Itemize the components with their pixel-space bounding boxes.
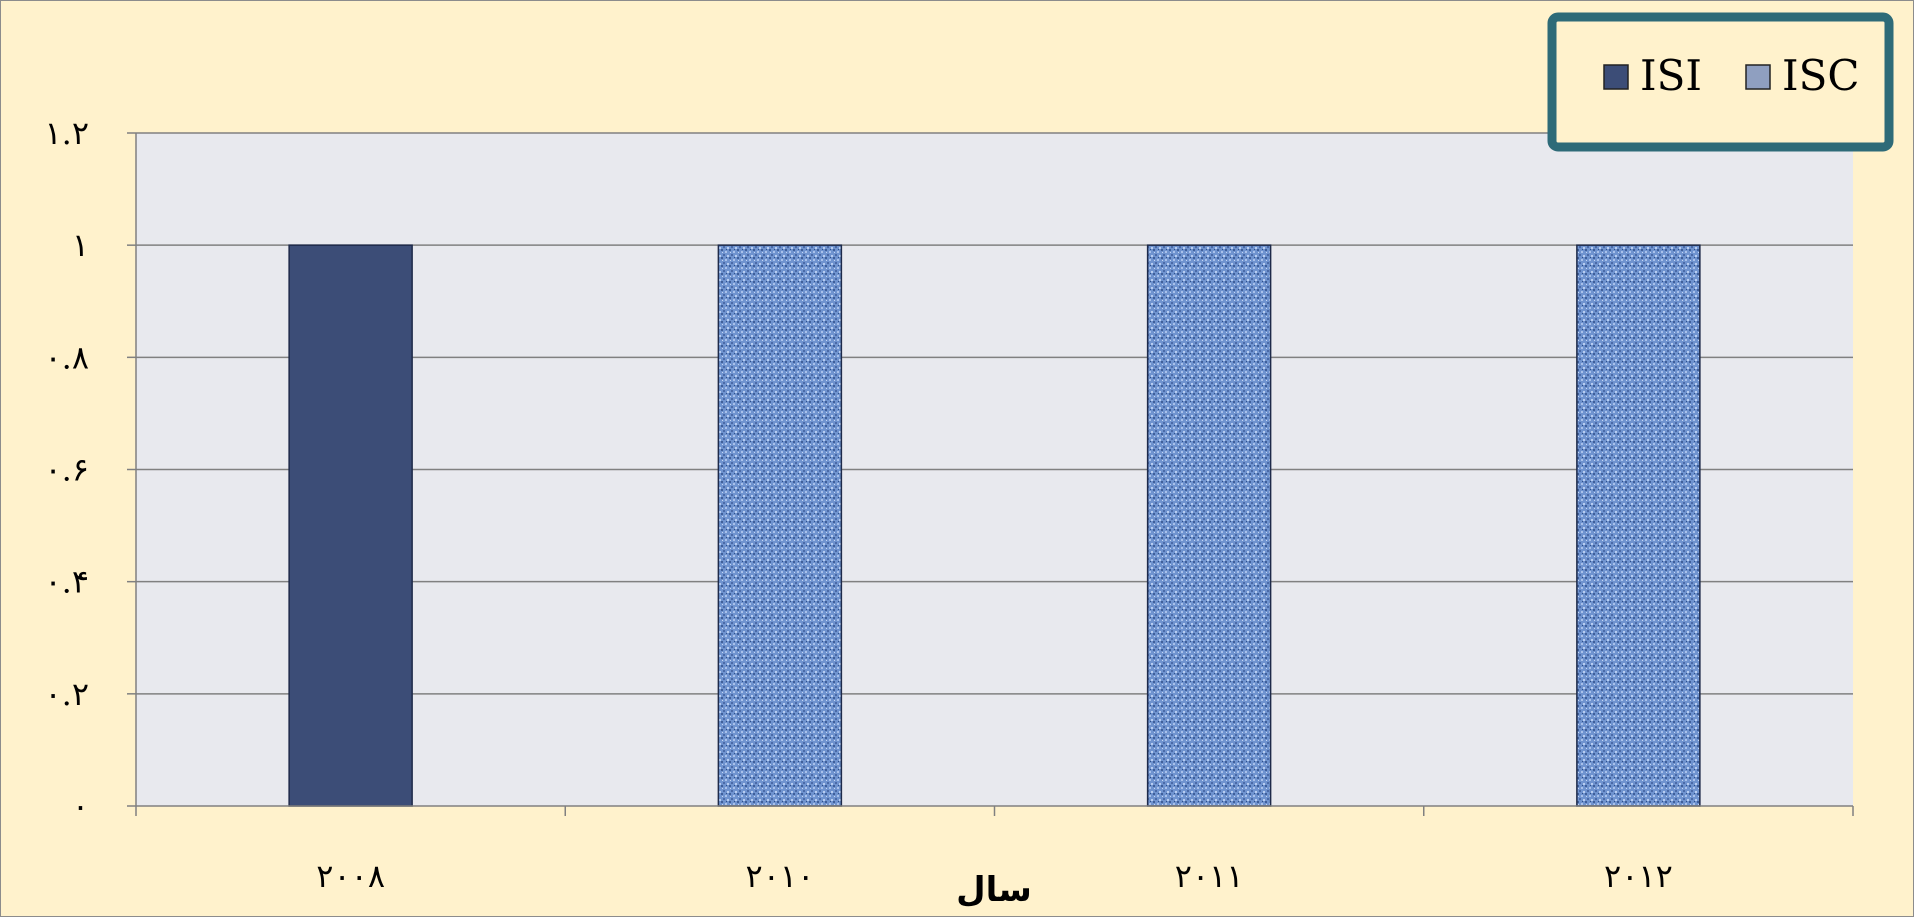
y-tick-label: ۰.۶ — [44, 451, 89, 489]
bar-isc-2 — [1146, 244, 1272, 807]
legend: ISI ISC — [1547, 12, 1894, 152]
legend-label-isi: ISI — [1640, 51, 1702, 100]
bars — [288, 244, 1701, 807]
x-tick-label: ۲۰۰۸ — [316, 857, 385, 895]
legend-box — [1547, 12, 1894, 152]
legend-swatch-isc — [1745, 64, 1771, 90]
x-axis-label: سال — [956, 870, 1032, 910]
legend-swatch-isi — [1603, 64, 1629, 90]
y-tick-label: ۰ — [72, 787, 89, 825]
bar-isi-0 — [288, 244, 413, 807]
y-axis-ticks: ۰ ۰.۲ ۰.۴ ۰.۶ ۰.۸ ۱ ۱.۲ — [44, 114, 136, 825]
y-tick-label: ۱.۲ — [44, 114, 89, 152]
x-tick-label: ۲۰۱۲ — [1604, 857, 1673, 895]
bar-isc-1 — [717, 244, 843, 807]
x-tick-label: ۲۰۱۰ — [746, 857, 815, 895]
x-axis-ticks: ۲۰۰۸ ۲۰۱۰ ۲۰۱۱ ۲۰۱۲ — [135, 806, 1854, 895]
y-tick-label: ۰.۲ — [44, 675, 89, 713]
bar-isc-3 — [1576, 244, 1701, 807]
legend-label-isc: ISC — [1782, 51, 1860, 100]
y-tick-label: ۰.۸ — [44, 338, 89, 376]
x-tick-label: ۲۰۱۱ — [1175, 857, 1244, 895]
y-tick-label: ۱ — [72, 226, 89, 264]
y-tick-label: ۰.۴ — [44, 563, 89, 601]
